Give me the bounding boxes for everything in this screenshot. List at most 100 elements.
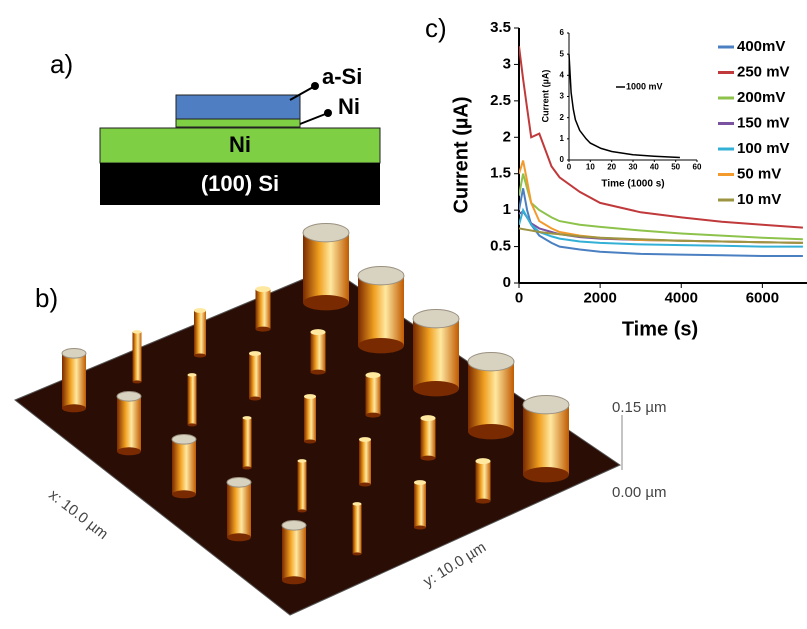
- y-tick-label: 3: [503, 55, 511, 72]
- x-tick-label: 60: [693, 163, 702, 172]
- x-tick-label: 2000: [583, 289, 616, 306]
- pillar-top: [256, 286, 271, 292]
- legend-label: 50 mV: [737, 165, 781, 182]
- inset-background: [567, 30, 703, 162]
- y-tick-label: 3: [560, 92, 565, 101]
- legend-label: 400mV: [737, 38, 785, 55]
- pillar-top: [243, 416, 252, 420]
- pillar-top: [353, 502, 362, 506]
- x-tick-label: 40: [650, 163, 659, 172]
- pillar-top: [194, 308, 206, 313]
- x-tick-label: 4000: [665, 289, 698, 306]
- pillar: [62, 353, 86, 408]
- pillar-top: [298, 459, 307, 463]
- pillar-top: [366, 372, 381, 378]
- pillar: [366, 375, 381, 415]
- x-axis-label: Time (1000 s): [601, 179, 664, 190]
- panel-label: b): [35, 283, 58, 313]
- pillar: [523, 405, 569, 475]
- pillar-base: [62, 404, 86, 412]
- pillar: [172, 439, 196, 494]
- pillar-top: [282, 521, 306, 531]
- pillar-base: [304, 440, 316, 444]
- y-tick-label: 1: [503, 201, 511, 218]
- y-tick-label: 3.5: [490, 19, 511, 36]
- pillar-top: [414, 480, 426, 485]
- x-tick-label: 10: [586, 163, 595, 172]
- pillar-top: [359, 437, 371, 442]
- pillar-base: [476, 499, 491, 504]
- y-axis-label: Current (µA): [450, 96, 472, 213]
- pillar-base: [243, 466, 252, 469]
- legend-label: 1000 mV: [626, 81, 663, 91]
- pillar-base: [117, 447, 141, 455]
- pillar: [188, 375, 197, 425]
- x-dimension-label: x: 10.0 µm: [45, 486, 111, 543]
- y-tick-label: 1: [560, 134, 565, 143]
- y-tick-label: 0: [560, 155, 565, 164]
- x-tick-label: 6000: [746, 289, 779, 306]
- pillar-top: [358, 267, 404, 285]
- pillar-top: [62, 349, 86, 359]
- pillar-top: [188, 373, 197, 377]
- pillar: [249, 354, 261, 399]
- pillar-base: [366, 413, 381, 418]
- pillar: [117, 396, 141, 451]
- pillar: [243, 418, 252, 468]
- callout-line: [300, 113, 328, 124]
- legend-label: 250 mV: [737, 63, 790, 80]
- y-tick-label: 6: [560, 28, 565, 37]
- pillar-base: [468, 424, 514, 439]
- callout-line: [290, 86, 315, 100]
- x-tick-label: 0: [515, 289, 523, 306]
- legend-label: 10 mV: [737, 191, 781, 208]
- figure: a) Ni (100) Si a-Si Ni b) 0.15 µm 0.00 µ…: [0, 0, 807, 629]
- pillar: [468, 362, 514, 432]
- pillar: [353, 504, 362, 554]
- series-line: [519, 228, 803, 243]
- pillar-base: [523, 467, 569, 482]
- layer-label: (100) Si: [201, 171, 279, 196]
- a-si-layer: [176, 95, 300, 119]
- pillar-base: [249, 397, 261, 401]
- y-tick-label: 4: [560, 70, 565, 79]
- y-tick-label: 2: [503, 128, 511, 145]
- legend-label: 200mV: [737, 89, 785, 106]
- pillar-base: [282, 576, 306, 584]
- y-tick-label: 1.5: [490, 165, 511, 182]
- pillar-top: [303, 224, 349, 242]
- pillar: [358, 276, 404, 346]
- pillar-base: [303, 295, 349, 310]
- y-tick-label: 0: [503, 274, 511, 291]
- pillar: [414, 483, 426, 528]
- pillar-top: [421, 415, 436, 421]
- pillar: [303, 233, 349, 303]
- pillar: [194, 311, 206, 356]
- z-label: 0.15 µm: [612, 399, 667, 416]
- pillar-top: [468, 353, 514, 371]
- pillar-top: [117, 392, 141, 402]
- pillar-base: [256, 327, 271, 332]
- pillar-base: [421, 456, 436, 461]
- pillar-top: [133, 330, 142, 334]
- panel-label: c): [425, 13, 447, 43]
- pillar-base: [353, 552, 362, 555]
- pillar: [311, 332, 326, 372]
- pillar-base: [311, 370, 326, 375]
- pillar: [256, 289, 271, 329]
- z-label: 0.00 µm: [612, 484, 667, 501]
- pillar-top: [476, 458, 491, 464]
- y-tick-label: 2: [560, 113, 565, 122]
- legend-label: 100 mV: [737, 140, 790, 157]
- pillar-base: [413, 381, 459, 396]
- pillar: [298, 461, 307, 511]
- callout-label: Ni: [338, 94, 360, 119]
- x-tick-label: 50: [671, 163, 680, 172]
- pillar-top: [413, 310, 459, 328]
- panel-label: a): [50, 49, 73, 79]
- y-tick-label: 0.5: [490, 238, 511, 255]
- pillar: [359, 440, 371, 485]
- y-tick-label: 2.5: [490, 92, 511, 109]
- x-axis-label: Time (s): [622, 318, 698, 340]
